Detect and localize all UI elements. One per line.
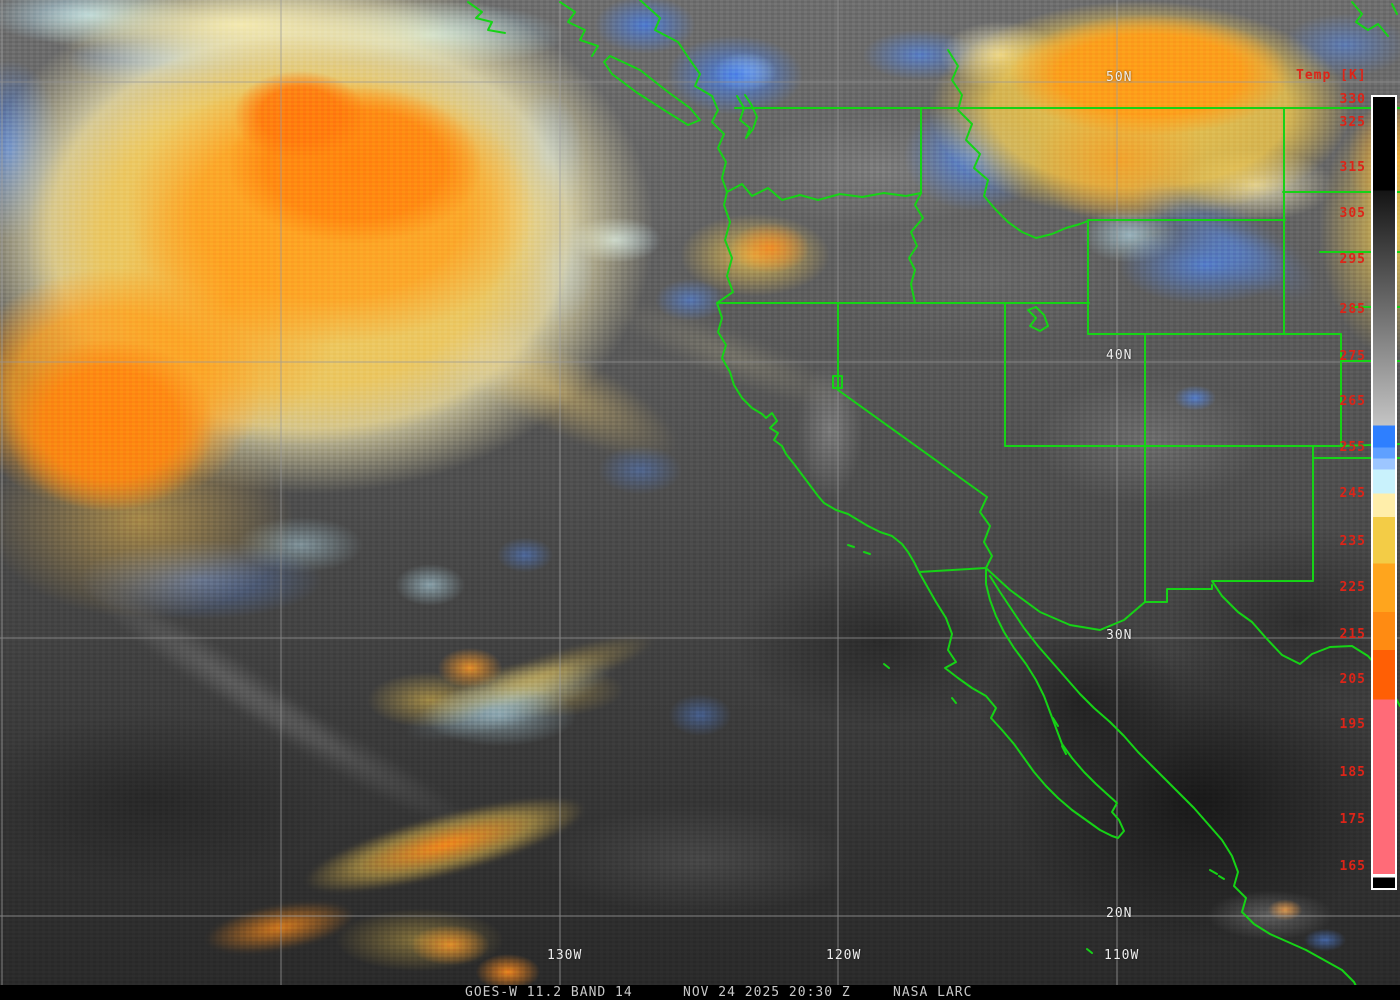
temp-scale-label: 275	[1339, 349, 1366, 364]
lon-label-130w: 130W	[547, 948, 583, 963]
temp-scale-label: 185	[1339, 765, 1366, 780]
state-borders-path	[716, 49, 1400, 707]
temp-scale-label: 305	[1339, 206, 1366, 221]
temp-scale-label: 165	[1339, 859, 1366, 874]
temp-scale-label: 325	[1339, 115, 1366, 130]
caption-credit: NASA LARC	[893, 985, 973, 1000]
lat-label-20n: 20N	[1106, 906, 1133, 921]
lon-label-110w: 110W	[1104, 948, 1140, 963]
caption-product: GOES-W 11.2 BAND 14	[465, 985, 633, 1000]
temp-scale-label: 195	[1339, 717, 1366, 732]
temp-scale-label: 315	[1339, 160, 1366, 175]
temp-scale-label: 285	[1339, 302, 1366, 317]
lon-label-120w: 120W	[826, 948, 862, 963]
temp-scale-label: 225	[1339, 580, 1366, 595]
caption-datetime: NOV 24 2025 20:30 Z	[683, 985, 851, 1000]
temp-scale-label: 245	[1339, 486, 1366, 501]
temp-scale-label: 205	[1339, 672, 1366, 687]
temp-scale-label: 295	[1339, 252, 1366, 267]
caption-bar: GOES-W 11.2 BAND 14 NOV 24 2025 20:30 Z …	[0, 985, 1400, 1000]
temperature-colorbar	[1371, 95, 1397, 890]
lat-label-30n: 30N	[1106, 628, 1133, 643]
temp-scale-label: 215	[1339, 627, 1366, 642]
temp-scale-label: 235	[1339, 534, 1366, 549]
lat-label-50n: 50N	[1106, 70, 1133, 85]
colorbar-title: Temp [K]	[1296, 68, 1367, 83]
lat-label-40n: 40N	[1106, 348, 1133, 363]
coastline-path	[467, 0, 1398, 991]
temp-scale-label: 255	[1339, 440, 1366, 455]
temp-scale-label: 175	[1339, 812, 1366, 827]
temp-scale-label: 330	[1339, 92, 1366, 107]
temp-scale-label: 265	[1339, 394, 1366, 409]
